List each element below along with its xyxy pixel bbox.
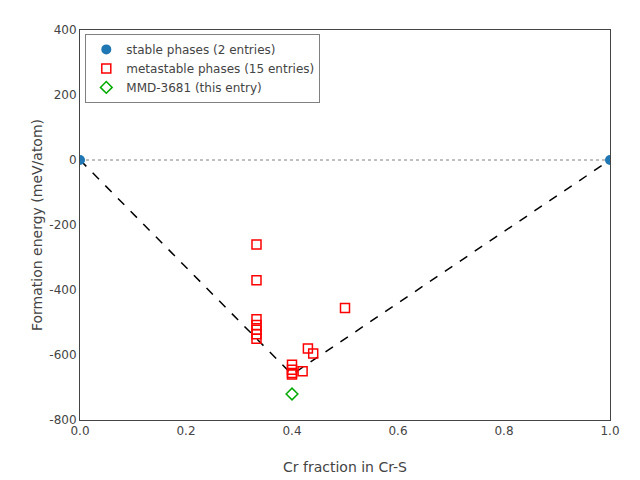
- svg-text:1.0: 1.0: [600, 424, 619, 438]
- svg-text:-200: -200: [49, 218, 76, 232]
- svg-text:200: 200: [54, 88, 77, 102]
- svg-text:Cr fraction in Cr-S: Cr fraction in Cr-S: [283, 459, 407, 475]
- svg-text:0: 0: [69, 153, 77, 167]
- svg-text:0.4: 0.4: [282, 424, 301, 438]
- svg-text:0.0: 0.0: [70, 424, 89, 438]
- svg-text:400: 400: [54, 23, 77, 37]
- svg-text:0.8: 0.8: [494, 424, 513, 438]
- svg-text:Formation energy (meV/atom): Formation energy (meV/atom): [29, 119, 45, 331]
- svg-text:stable phases (2 entries): stable phases (2 entries): [126, 43, 275, 57]
- svg-text:-400: -400: [49, 283, 76, 297]
- svg-text:MMD-3681 (this entry): MMD-3681 (this entry): [126, 81, 261, 95]
- svg-text:0.6: 0.6: [388, 424, 407, 438]
- svg-text:0.2: 0.2: [176, 424, 195, 438]
- svg-text:-800: -800: [49, 413, 76, 427]
- svg-text:-600: -600: [49, 348, 76, 362]
- svg-text:metastable phases (15 entries): metastable phases (15 entries): [126, 62, 314, 76]
